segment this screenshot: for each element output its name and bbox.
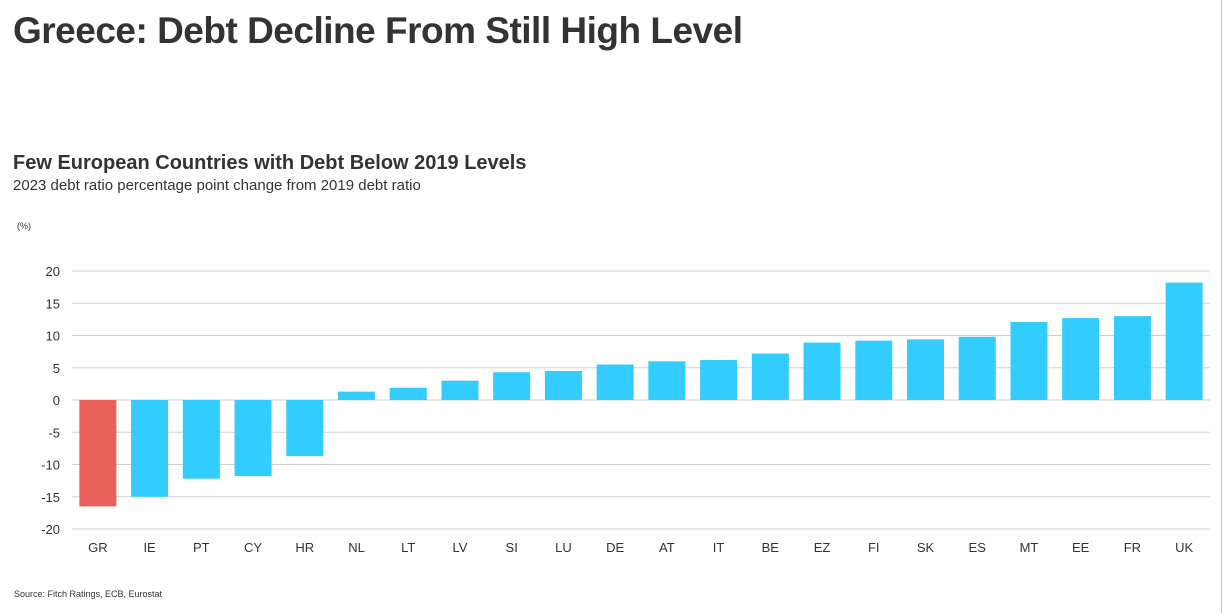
x-tick-label: EZ	[814, 540, 831, 555]
y-axis-unit-label: (%)	[17, 221, 31, 231]
x-tick-label: FI	[868, 540, 880, 555]
x-tick-label: IT	[713, 540, 725, 555]
x-tick-label: SI	[506, 540, 518, 555]
bar-gr	[79, 400, 117, 507]
bar-de	[596, 364, 634, 400]
source-note: Source: Fitch Ratings, ECB, Eurostat	[14, 589, 163, 599]
bar-lu	[544, 370, 582, 400]
chart-title: Few European Countries with Debt Below 2…	[13, 152, 527, 174]
bar-lt	[389, 387, 427, 400]
x-tick-label: SK	[917, 540, 935, 555]
y-tick-label: -15	[41, 490, 60, 505]
bar-hr	[286, 400, 324, 457]
y-tick-label: 10	[46, 329, 60, 344]
y-tick-label: 0	[53, 393, 60, 408]
bar-nl	[338, 391, 375, 400]
x-tick-label: AT	[659, 540, 675, 555]
chart-subtitle: 2023 debt ratio percentage point change …	[13, 177, 421, 194]
bar-cy	[234, 400, 272, 477]
x-tick-label: CY	[244, 540, 262, 555]
x-tick-label: NL	[348, 540, 365, 555]
bar-es	[958, 336, 996, 400]
y-tick-label: -5	[48, 425, 60, 440]
bar-fr	[1113, 316, 1151, 400]
bar-ie	[131, 400, 169, 497]
bar-pt	[182, 400, 220, 479]
y-tick-label: 20	[46, 264, 60, 279]
x-tick-label: BE	[762, 540, 780, 555]
x-tick-label: UK	[1175, 540, 1193, 555]
y-tick-label: -10	[41, 458, 60, 473]
bar-chart: 20 15 10 5 0 -5 -10 -15 -20 GR IE PT CY HR NL LT LV SI LU D…	[41, 264, 1210, 555]
x-tick-label: EE	[1072, 540, 1090, 555]
x-tick-label: GR	[88, 540, 108, 555]
bar-mt	[1010, 321, 1048, 400]
x-tick-label: LU	[555, 540, 572, 555]
x-tick-label: FR	[1124, 540, 1141, 555]
y-tick-label: 15	[46, 296, 60, 311]
bar-fi	[855, 340, 893, 400]
bar-uk	[1165, 282, 1203, 400]
x-tick-label: HR	[295, 540, 314, 555]
bar-sk	[907, 339, 944, 400]
bar-at	[648, 361, 686, 400]
bar-be	[751, 353, 789, 400]
page-title: Greece: Debt Decline From Still High Lev…	[13, 10, 743, 51]
x-tick-label: PT	[193, 540, 210, 555]
bar-lv	[441, 380, 479, 400]
x-tick-label: ES	[969, 540, 987, 555]
x-tick-label: DE	[606, 540, 624, 555]
y-tick-label: 5	[53, 361, 60, 376]
y-tick-label: -20	[41, 522, 60, 537]
bar-ee	[1062, 318, 1100, 400]
bar-ez	[803, 342, 841, 400]
x-tick-label: MT	[1020, 540, 1039, 555]
bar-it	[700, 360, 738, 400]
x-tick-label: IE	[143, 540, 156, 555]
x-tick-label: LV	[452, 540, 467, 555]
x-tick-label: LT	[401, 540, 415, 555]
bar-si	[493, 372, 531, 400]
